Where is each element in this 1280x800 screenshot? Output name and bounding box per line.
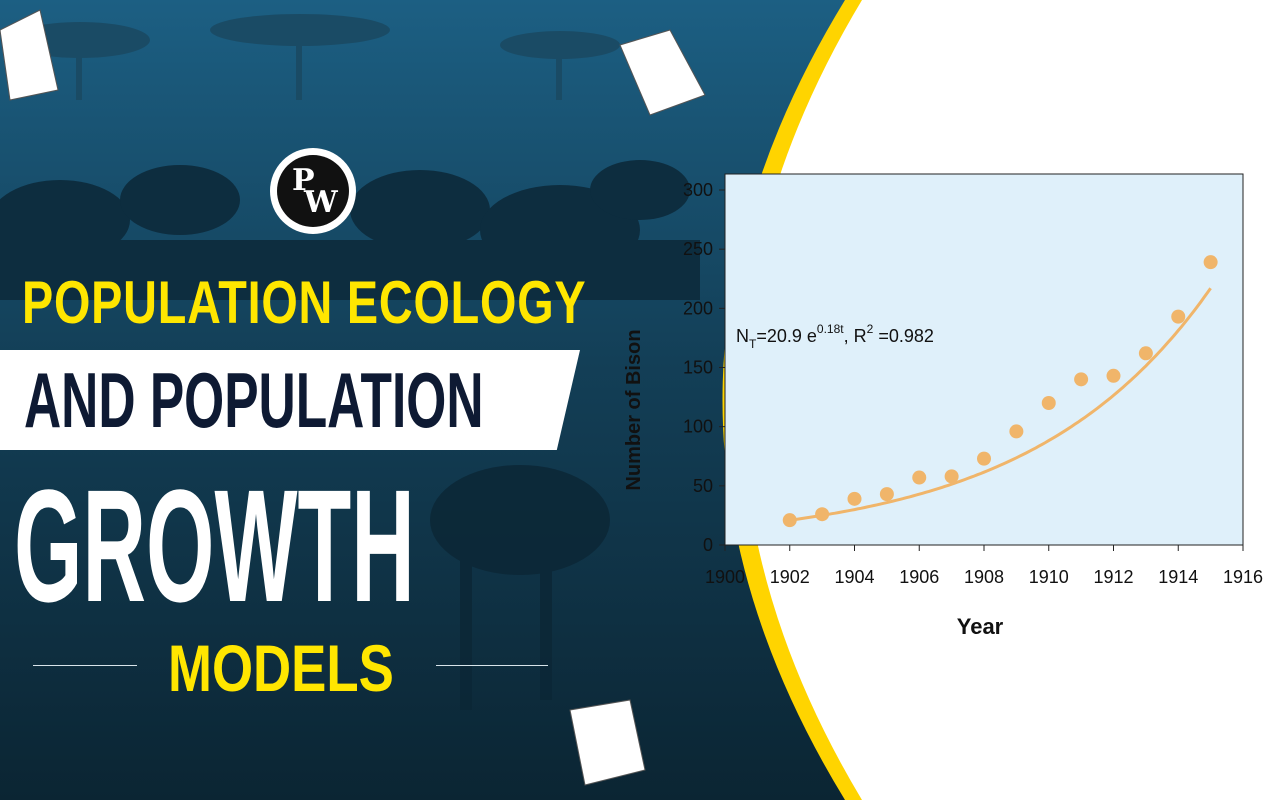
pw-logo: P W (270, 148, 356, 234)
data-point (1041, 396, 1056, 410)
headline-band (0, 350, 580, 450)
y-tick-label: 200 (683, 298, 713, 318)
y-tick-label: 0 (703, 535, 713, 555)
data-point (1171, 309, 1186, 324)
y-tick-label: 300 (683, 180, 713, 200)
data-point (815, 507, 830, 522)
x-tick-label: 1910 (1029, 567, 1069, 587)
fit-curve (789, 287, 1212, 522)
y-tick-label: 50 (693, 476, 713, 496)
data-point (1138, 346, 1153, 361)
data-point (1203, 255, 1218, 270)
equation-label: NT=20.9 e0.18t, R2 =0.982 (736, 322, 934, 351)
data-point (1106, 368, 1121, 383)
plot-area (724, 173, 1244, 546)
data-points (782, 255, 1218, 528)
data-point (977, 451, 991, 466)
data-point (1009, 424, 1024, 439)
y-tick-label: 150 (683, 358, 713, 378)
headline-line-2: AND POPULATION (24, 356, 484, 444)
data-point (879, 487, 894, 502)
x-tick-label: 1902 (770, 567, 810, 587)
data-point (782, 513, 797, 528)
x-tick-label: 1908 (964, 567, 1004, 587)
headline-line-1: POPULATION ECOLOGY (22, 269, 587, 336)
x-tick-label: 1912 (1093, 567, 1133, 587)
divider-left (33, 665, 137, 666)
x-axis: 1900 1902 1904 1906 1908 1910 1912 1914 1916 (705, 545, 1263, 587)
x-tick-label: 1906 (899, 567, 939, 587)
y-axis: 0 50 100 150 200 250 300 (683, 180, 725, 555)
y-tick-label: 100 (683, 417, 713, 437)
x-axis-title: Year (957, 614, 1004, 639)
logo-letter-w: W (304, 185, 338, 220)
data-point (1074, 372, 1089, 387)
divider-right (436, 665, 548, 666)
logo-letter-p: P (292, 163, 315, 198)
x-tick-label: 1914 (1158, 567, 1198, 587)
y-tick-label: 250 (683, 239, 713, 259)
headline-line-4: MODELS (168, 631, 394, 705)
data-point (847, 491, 862, 506)
data-point (912, 470, 927, 485)
x-tick-label: 1900 (705, 567, 745, 587)
x-tick-label: 1904 (834, 567, 874, 587)
paper-doodle (0, 9, 706, 786)
herd-silhouettes (0, 160, 700, 300)
data-point (944, 469, 959, 484)
x-tick-label: 1916 (1223, 567, 1263, 587)
headline-line-3: GROWTH (14, 456, 415, 635)
y-axis-title: Number of Bison (623, 329, 645, 490)
